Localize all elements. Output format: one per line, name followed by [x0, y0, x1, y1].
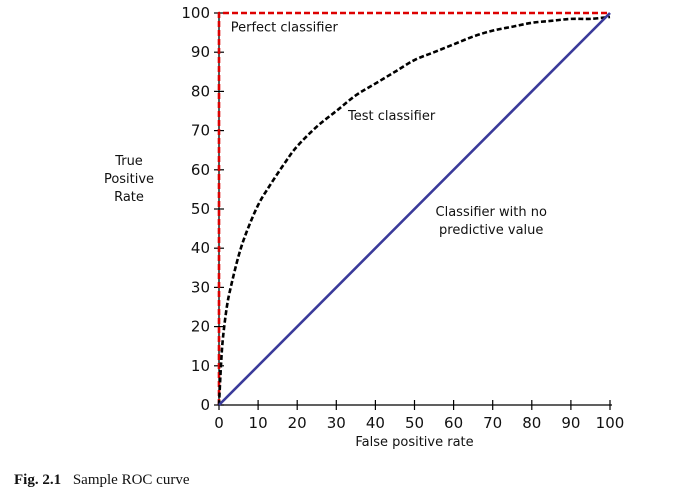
- figure-caption: Fig. 2.1 Sample ROC curve: [14, 472, 190, 489]
- x-tick-label: 10: [249, 414, 268, 432]
- y-tick-label: 60: [191, 161, 210, 179]
- figure-caption-text: Sample ROC curve: [72, 472, 190, 488]
- annotation-label: Perfect classifier: [231, 21, 339, 36]
- y-axis-title-line: True: [114, 154, 143, 169]
- y-tick-label: 40: [191, 239, 210, 257]
- series-layer: [217, 11, 611, 406]
- x-tick-label: 100: [596, 414, 625, 432]
- x-tick-label: 40: [366, 414, 385, 432]
- annotation-label: predictive value: [439, 223, 543, 238]
- y-tick-label: 90: [191, 43, 210, 61]
- y-tick-label: 80: [191, 82, 210, 100]
- axes: 0 10 20 30 40 50 60 70 80 90 100 0 10 20 30 40 50 60 70 80 9…: [181, 4, 624, 432]
- y-tick-label: 100: [181, 4, 210, 22]
- figure-number: Fig. 2.1: [14, 472, 62, 488]
- y-axis-title-line: Rate: [114, 190, 144, 205]
- labels-layer: False positive rate True Positive Rate Perfe…: [104, 21, 547, 450]
- y-axis-title-line: Positive: [104, 172, 154, 187]
- y-tick-label: 20: [191, 318, 210, 336]
- y-tick-label: 0: [200, 396, 210, 414]
- x-tick-label: 70: [483, 414, 502, 432]
- x-tick-label: 30: [327, 414, 346, 432]
- roc-chart: 0 10 20 30 40 50 60 70 80 90 100 0 10 20 30 40 50 60 70 80 9…: [104, 4, 624, 450]
- annotation-label: Test classifier: [347, 109, 436, 124]
- no-predictive-value-line: [218, 12, 611, 406]
- annotation-label: Classifier with no: [436, 205, 547, 220]
- x-tick-label: 0: [214, 414, 224, 432]
- x-tick-label: 90: [561, 414, 580, 432]
- x-tick-label: 50: [405, 414, 424, 432]
- x-tick-label: 80: [522, 414, 541, 432]
- y-tick-label: 30: [191, 278, 210, 296]
- x-tick-label: 60: [444, 414, 463, 432]
- y-tick-label: 50: [191, 200, 210, 218]
- test-classifier-curve: [217, 15, 611, 406]
- y-tick-label: 10: [191, 357, 210, 375]
- perfect-classifier-line: [217, 11, 610, 405]
- x-axis-title: False positive rate: [355, 435, 473, 450]
- y-tick-label: 70: [191, 122, 210, 140]
- x-tick-label: 20: [288, 414, 307, 432]
